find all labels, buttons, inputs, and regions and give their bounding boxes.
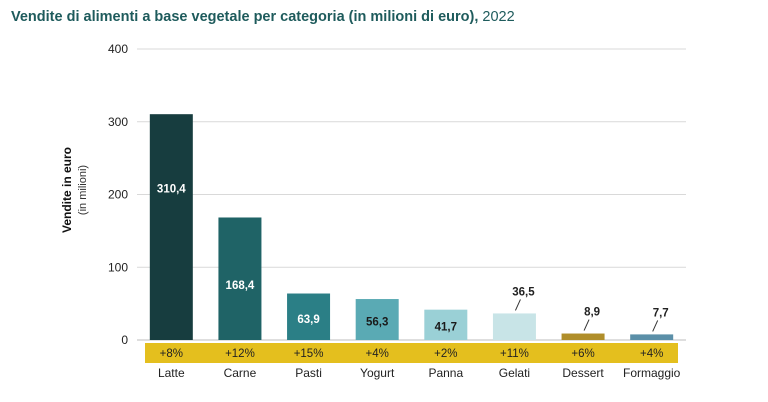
y-tick-label: 0	[121, 333, 128, 347]
bar-pasti	[287, 293, 331, 340]
y-tick-label: 300	[108, 115, 128, 129]
bars: 310,4 168,4 63,9 56,3 41,7 36,5 8,9 7,7	[149, 114, 674, 341]
y-tick-label: 200	[108, 188, 128, 202]
bar-yogurt	[355, 299, 399, 340]
value-leader-line	[583, 319, 590, 331]
category-label: Panna	[428, 366, 463, 380]
growth-label: +4%	[640, 348, 663, 360]
category-label: Pasti	[295, 366, 322, 380]
y-axis-label: Vendite in euro	[60, 147, 74, 233]
growth-label: +6%	[571, 348, 594, 360]
bar-value-label: 56,3	[366, 317, 388, 329]
growth-band: +8% +12% +15% +4% +2% +11% +6% +4%	[145, 343, 678, 363]
bar-value-label: 36,5	[512, 286, 535, 298]
growth-band-bg	[145, 343, 678, 363]
growth-label: +11%	[500, 348, 529, 360]
bar-latte	[149, 114, 193, 341]
growth-label: +15%	[294, 348, 324, 360]
category-label: Latte	[158, 366, 185, 380]
category-label: Gelati	[499, 366, 530, 380]
chart-title: Vendite di alimenti a base vegetale per …	[11, 9, 515, 25]
bar-carne	[218, 217, 262, 340]
chart-title-year: 2022	[482, 9, 515, 25]
category-label: Yogurt	[360, 366, 395, 380]
value-leader-line	[514, 299, 521, 311]
chart-title-main: Vendite di alimenti a base vegetale per …	[11, 9, 479, 25]
y-axis: 0 100 200 300 400	[108, 42, 128, 347]
bar-value-label: 63,9	[297, 314, 319, 326]
category-labels: Latte Carne Pasti Yogurt Panna Gelati Dessert F…	[158, 366, 681, 380]
grid-lines	[137, 48, 686, 341]
growth-label: +8%	[160, 348, 183, 360]
bar-value-label: 8,9	[584, 307, 600, 319]
y-tick-label: 400	[108, 42, 128, 56]
bar-panna	[424, 309, 468, 340]
bar-gelati	[492, 313, 536, 340]
growth-label: +4%	[366, 348, 389, 360]
value-leader-line	[652, 320, 659, 332]
growth-label: +2%	[434, 348, 457, 360]
growth-label: +12%	[225, 348, 255, 360]
category-label: Formaggio	[623, 366, 681, 380]
category-label: Dessert	[562, 366, 604, 380]
bar-dessert	[561, 333, 605, 340]
bar-value-label: 7,7	[653, 307, 669, 319]
y-axis-sublabel: (in milioni)	[77, 165, 89, 215]
bar-value-label: 310,4	[157, 184, 186, 196]
category-label: Carne	[224, 366, 257, 380]
bar-value-label: 168,4	[226, 280, 255, 292]
bar-value-label: 41,7	[435, 321, 457, 333]
bar-formaggio	[630, 334, 674, 340]
y-tick-label: 100	[108, 260, 128, 274]
